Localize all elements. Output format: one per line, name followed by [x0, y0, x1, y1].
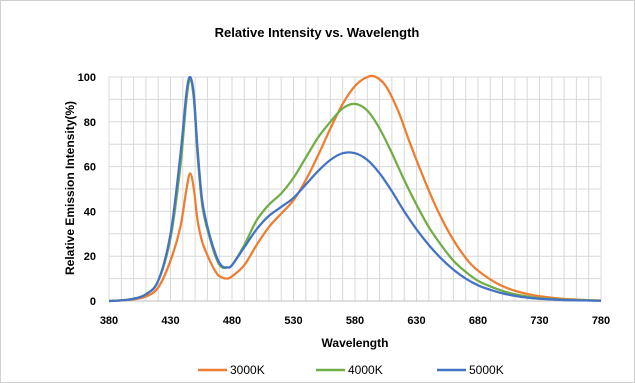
- series-line-3000K: [108, 74, 602, 303]
- y-axis-ticks: 0 20 40 60 80 100: [78, 72, 96, 308]
- y-axis-label: Relative Emission Intensity(%): [63, 101, 77, 275]
- x-axis-ticks: 380 430 480 530 580 630 680 730 780: [100, 315, 610, 327]
- legend-label: 3000K: [230, 363, 265, 377]
- x-tick-label: 380: [100, 315, 118, 327]
- series-line-5000K: [108, 75, 602, 303]
- chart-grid: [108, 76, 602, 302]
- y-tick-label: 0: [90, 296, 96, 308]
- y-tick-label: 20: [84, 251, 96, 263]
- y-tick-label: 40: [84, 206, 96, 218]
- x-tick-label: 780: [592, 315, 610, 327]
- x-tick-label: 580: [346, 315, 364, 327]
- y-tick-label: 60: [84, 162, 96, 174]
- x-tick-label: 430: [161, 315, 179, 327]
- x-tick-label: 480: [223, 315, 241, 327]
- x-tick-label: 630: [407, 315, 425, 327]
- legend-item-3000K: 3000K: [198, 363, 265, 377]
- x-tick-label: 530: [284, 315, 302, 327]
- legend-label: 5000K: [469, 363, 504, 377]
- y-tick-label: 100: [78, 72, 96, 84]
- y-tick-label: 80: [84, 117, 96, 129]
- x-tick-label: 730: [530, 315, 548, 327]
- x-axis-label: Wavelength: [322, 336, 389, 350]
- legend-label: 4000K: [348, 363, 383, 377]
- legend-item-4000K: 4000K: [316, 363, 383, 377]
- series-layer: [108, 74, 602, 303]
- x-tick-label: 680: [469, 315, 487, 327]
- chart-title: Relative Intensity vs. Wavelength: [215, 25, 420, 40]
- legend-item-5000K: 5000K: [437, 363, 504, 377]
- legend: 3000K 4000K 5000K: [198, 363, 504, 377]
